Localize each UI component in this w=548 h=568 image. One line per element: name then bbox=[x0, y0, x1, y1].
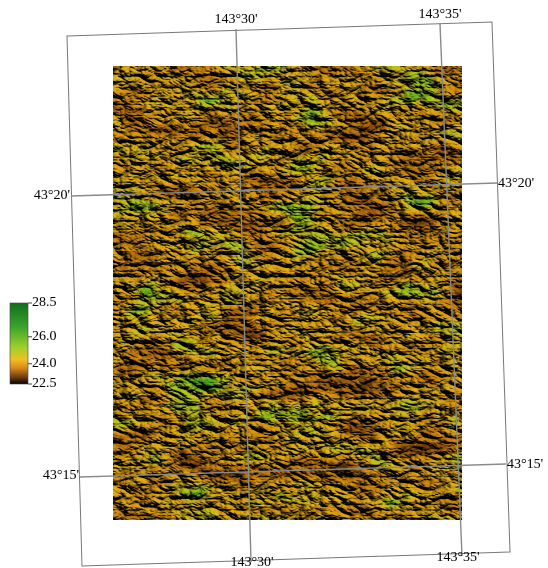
colorbar bbox=[10, 303, 28, 384]
colorbar-label: 26.0 bbox=[32, 329, 57, 344]
lon-label: 143°30' bbox=[214, 12, 257, 27]
lon-label: 143°35' bbox=[418, 7, 461, 22]
lon-label: 143°35' bbox=[436, 550, 479, 565]
map: 143°30' 143°35' 143°30' 143°35' 43°20' 4… bbox=[0, 0, 548, 568]
colorbar-label: 28.5 bbox=[32, 295, 57, 310]
lat-label: 43°20' bbox=[498, 176, 534, 191]
lat-label: 43°15' bbox=[43, 468, 79, 483]
lat-label: 43°20' bbox=[34, 188, 70, 203]
terrain-image bbox=[113, 66, 462, 520]
lat-label: 43°15' bbox=[507, 457, 543, 472]
lon-label: 143°30' bbox=[230, 555, 273, 568]
colorbar-label: 22.5 bbox=[32, 376, 57, 391]
colorbar-label: 24.0 bbox=[32, 356, 57, 371]
